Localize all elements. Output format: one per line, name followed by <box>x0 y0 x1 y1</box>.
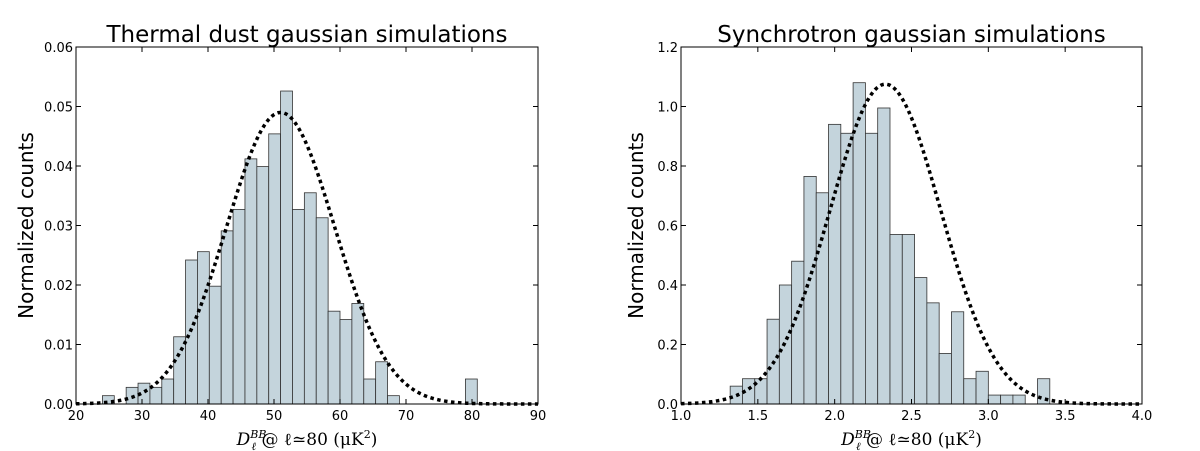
x-axis-label: DBB ℓ @ ℓ≃80 (μK2) <box>236 428 378 451</box>
x-tick-label: 3.0 <box>978 409 999 424</box>
histogram-bar <box>914 277 928 405</box>
histogram-bar <box>303 192 317 405</box>
histogram-bar <box>901 234 915 405</box>
y-tick-label: 0.04 <box>44 160 73 175</box>
histogram-bar <box>975 370 989 405</box>
x-tick-label: 2.5 <box>901 409 922 424</box>
x-label-rest: @ ℓ≃80 (μK <box>256 430 364 450</box>
histogram-bar <box>315 217 329 405</box>
histogram-bar <box>877 107 891 405</box>
x-tick-label: 1.5 <box>747 409 768 424</box>
y-axis-label: Normalized counts <box>14 132 38 319</box>
x-tick-label: 60 <box>332 409 349 424</box>
histogram-bar <box>351 303 365 405</box>
x-tick-label: 50 <box>266 409 283 424</box>
x-label-main: D <box>840 430 855 450</box>
gaussian-fit-curve <box>680 82 1142 406</box>
y-tick-label: 0.00 <box>44 398 73 413</box>
y-tick-label: 0.02 <box>44 279 73 294</box>
histogram-bar <box>464 378 478 405</box>
x-axis-label: DBB ℓ @ ℓ≃80 (μK2) <box>840 428 982 451</box>
histogram-bar <box>803 176 817 405</box>
y-tick-label: 0.05 <box>44 101 73 116</box>
histogram-bar <box>828 123 842 405</box>
x-label-close: ) <box>975 430 982 450</box>
y-tick-label: 1.2 <box>657 41 678 56</box>
chart-title: Synchrotron gaussian simulations <box>717 22 1105 48</box>
histogram-bar <box>149 386 163 405</box>
x-label-close: ) <box>371 430 378 450</box>
histogram-bar <box>292 209 305 405</box>
histogram-bar <box>327 310 341 405</box>
histogram-bar <box>1000 394 1014 405</box>
chart-title: Thermal dust gaussian simulations <box>105 22 507 48</box>
histogram-bar <box>256 166 270 405</box>
histogram-bar <box>938 353 952 405</box>
x-label-main: D <box>236 430 251 450</box>
histogram-bar <box>280 90 293 405</box>
histogram-bar <box>987 394 1002 405</box>
x-tick-label: 70 <box>398 409 415 424</box>
y-tick-label: 0.4 <box>657 279 678 294</box>
x-tick-label: 90 <box>530 409 547 424</box>
histogram-bar <box>387 395 400 405</box>
histogram-bar <box>208 285 222 405</box>
x-tick-label: 80 <box>464 409 481 424</box>
histogram-bar <box>1012 394 1026 405</box>
synchrotron-histogram-panel: 1.0 1.5 2.0 2.5 3.0 3.5 4.0 0.0 0.2 0.4 0.6 0.8 1.0 1… <box>624 22 1152 451</box>
histogram-bar <box>375 361 388 405</box>
histogram-bar <box>363 378 377 405</box>
x-tick-label: 30 <box>134 409 151 424</box>
y-tick-label: 0.2 <box>657 339 678 354</box>
x-label-sub: ℓ <box>856 440 861 451</box>
x-label-power: 2 <box>968 428 975 441</box>
x-tick-label: 4.0 <box>1132 409 1153 424</box>
x-label-sub: ℓ <box>251 440 256 451</box>
histogram-bar <box>232 209 246 405</box>
histogram-bar <box>220 230 234 405</box>
gaussian-fit-curve <box>75 110 538 406</box>
histogram-bar <box>926 302 940 405</box>
histogram-bar <box>791 260 805 405</box>
histogram-bars <box>102 90 478 405</box>
x-label-power: 2 <box>364 428 371 441</box>
y-axis-label: Normalized counts <box>624 132 648 319</box>
histogram-bar <box>840 132 854 405</box>
x-label-rest: @ ℓ≃80 (μK <box>861 430 969 450</box>
x-label-sup: BB <box>854 428 871 441</box>
histogram-bar <box>268 133 282 405</box>
histogram-bar <box>339 319 353 405</box>
histogram-bar <box>197 251 210 405</box>
y-tick-label: 1.0 <box>657 101 678 116</box>
y-tick-label: 0.0 <box>657 398 678 413</box>
histogram-bar <box>173 336 186 405</box>
histogram-bar <box>244 158 258 405</box>
dust-histogram-panel: 20 30 40 50 60 70 80 90 0.00 0.01 0.02 0.03 0.04 0.05… <box>14 22 546 451</box>
histogram-bar <box>865 132 879 405</box>
y-tick-label: 0.06 <box>44 41 73 56</box>
histogram-bar <box>963 378 977 405</box>
y-tick-label: 0.8 <box>657 160 678 175</box>
histogram-bar <box>161 378 175 405</box>
x-tick-label: 40 <box>200 409 217 424</box>
y-tick-label: 0.01 <box>44 339 73 354</box>
x-tick-label: 1.0 <box>671 409 692 424</box>
y-tick-label: 0.03 <box>44 220 73 235</box>
x-tick-label: 3.5 <box>1055 409 1076 424</box>
x-tick-label: 20 <box>68 409 85 424</box>
x-label-sup: BB <box>249 428 266 441</box>
y-tick-label: 0.6 <box>657 220 678 235</box>
histogram-bar <box>889 234 903 405</box>
histogram-bar <box>951 311 965 405</box>
x-tick-label: 2.0 <box>824 409 845 424</box>
histogram-bars <box>729 82 1051 405</box>
